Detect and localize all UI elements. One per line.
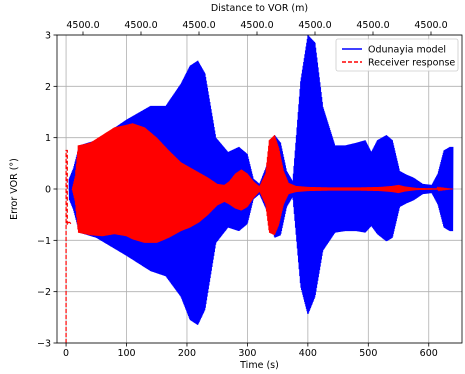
x-tick-label: 600	[420, 348, 438, 359]
x-axis-label: Time (s)	[239, 360, 279, 371]
x-tick-label: 500	[359, 348, 377, 359]
y-tick-label: 1	[45, 133, 51, 144]
x-tick-label: 0	[63, 348, 69, 359]
legend-box	[335, 38, 459, 72]
legend: Odunayia model Receiver response	[335, 38, 459, 72]
x-tick-label: 400	[299, 348, 317, 359]
data-series	[65, 34, 454, 343]
x-tick-label: 100	[117, 348, 135, 359]
legend-label: Receiver response	[368, 58, 455, 69]
top-tick-label: 4500.0	[66, 20, 99, 31]
y-tick-label: 3	[45, 31, 51, 42]
x-tick-label: 300	[238, 348, 256, 359]
y-tick-label: −2	[37, 287, 51, 298]
y-tick-label: −3	[37, 339, 51, 350]
y-tick-label: 0	[45, 185, 51, 196]
series-trace	[71, 123, 453, 243]
y-tick-label: 2	[45, 82, 51, 93]
initial-transient	[65, 149, 72, 343]
top-tick-label: 4500.0	[240, 20, 273, 31]
top-x-axis-label: Distance to VOR (m)	[211, 3, 308, 14]
legend-label: Odunayia model	[368, 45, 446, 56]
top-tick-label: 4500.0	[414, 20, 447, 31]
y-axis-label: Error VOR (°)	[9, 158, 20, 220]
y-tick-label: −1	[37, 236, 51, 247]
top-tick-label: 4500.0	[298, 20, 331, 31]
top-tick-label: 4500.0	[356, 20, 389, 31]
top-tick-label: 4500.0	[124, 20, 157, 31]
series-receiver-response	[65, 123, 453, 343]
axis-ticks: 0 100 200 300 400 500 600 −3 −2 −1 0 1 2 3 4500.0 4500.…	[37, 20, 448, 359]
top-tick-label: 4500.0	[182, 20, 215, 31]
x-tick-label: 200	[178, 348, 196, 359]
